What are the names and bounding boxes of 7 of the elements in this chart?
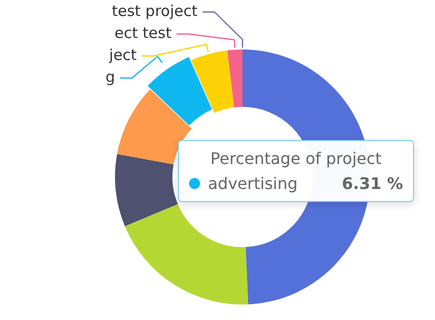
slice-label: ect test xyxy=(114,24,172,42)
slice-label: ject xyxy=(108,46,137,64)
text: Percentage of project xyxy=(209,149,383,168)
text: 6.31 % xyxy=(342,174,403,193)
category-label: test project xyxy=(112,2,198,20)
slice-label: g xyxy=(105,68,116,86)
text: advertising xyxy=(208,174,298,193)
